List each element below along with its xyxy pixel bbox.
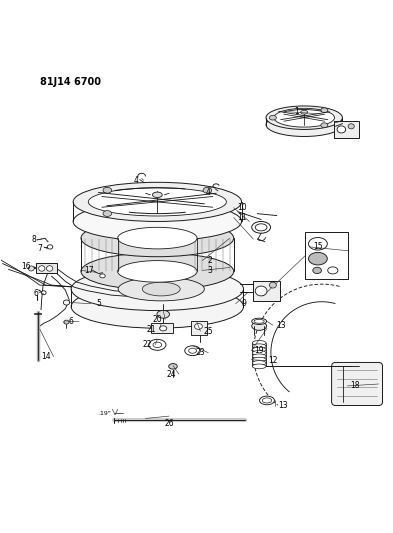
Ellipse shape: [262, 398, 272, 403]
Bar: [253, 281, 280, 301]
Ellipse shape: [259, 396, 274, 405]
Ellipse shape: [328, 267, 338, 274]
Text: 13: 13: [276, 321, 285, 330]
Text: 26: 26: [164, 418, 174, 427]
Text: 4: 4: [133, 176, 138, 185]
Text: 13: 13: [278, 401, 287, 410]
Ellipse shape: [321, 123, 328, 127]
Text: 16: 16: [21, 262, 31, 271]
Text: 81J14 6700: 81J14 6700: [40, 77, 101, 87]
Ellipse shape: [189, 348, 196, 353]
Bar: [334, 121, 359, 138]
Ellipse shape: [313, 267, 321, 273]
Text: 1: 1: [294, 107, 299, 116]
Text: 24: 24: [166, 370, 176, 378]
Bar: [36, 263, 57, 273]
Ellipse shape: [39, 266, 45, 271]
Ellipse shape: [269, 282, 276, 288]
Text: 2: 2: [208, 256, 213, 265]
Ellipse shape: [149, 340, 166, 350]
Text: 5: 5: [96, 299, 101, 308]
Ellipse shape: [252, 347, 266, 352]
Ellipse shape: [301, 110, 308, 114]
Ellipse shape: [118, 277, 204, 301]
Ellipse shape: [169, 364, 177, 369]
Text: 4: 4: [206, 188, 211, 197]
Ellipse shape: [63, 300, 70, 305]
Ellipse shape: [348, 124, 354, 129]
Ellipse shape: [252, 357, 266, 362]
Ellipse shape: [252, 344, 266, 349]
Ellipse shape: [118, 227, 197, 249]
Text: 19: 19: [254, 346, 264, 355]
Text: 20: 20: [152, 315, 162, 324]
Ellipse shape: [255, 224, 267, 231]
Ellipse shape: [252, 318, 266, 325]
Ellipse shape: [252, 351, 266, 356]
Text: 6: 6: [33, 289, 39, 298]
Ellipse shape: [153, 342, 162, 348]
Ellipse shape: [254, 319, 264, 324]
Text: 23: 23: [196, 348, 205, 357]
Bar: [305, 232, 349, 279]
Ellipse shape: [266, 113, 342, 136]
Ellipse shape: [185, 346, 200, 356]
Text: 14: 14: [41, 352, 51, 361]
Text: 12: 12: [268, 356, 277, 365]
Ellipse shape: [152, 192, 162, 198]
Text: 9: 9: [241, 299, 246, 308]
Ellipse shape: [118, 261, 197, 282]
Ellipse shape: [309, 238, 327, 250]
Ellipse shape: [100, 274, 105, 278]
Ellipse shape: [157, 310, 169, 318]
Text: 22: 22: [143, 341, 152, 349]
Text: 8: 8: [31, 235, 37, 244]
Bar: [151, 324, 173, 333]
Ellipse shape: [252, 361, 266, 365]
FancyBboxPatch shape: [332, 362, 382, 406]
Text: .19": .19": [98, 411, 111, 416]
Text: 17: 17: [84, 266, 94, 275]
Ellipse shape: [309, 253, 327, 265]
Ellipse shape: [81, 253, 234, 290]
Text: 6: 6: [69, 317, 73, 326]
Ellipse shape: [252, 322, 266, 330]
Ellipse shape: [41, 291, 46, 295]
Ellipse shape: [160, 326, 167, 331]
Ellipse shape: [269, 115, 276, 120]
Ellipse shape: [71, 285, 244, 328]
Text: 3: 3: [208, 266, 213, 275]
Ellipse shape: [255, 286, 267, 296]
Ellipse shape: [321, 108, 328, 112]
Bar: [191, 321, 207, 335]
Ellipse shape: [252, 364, 266, 369]
Ellipse shape: [71, 268, 244, 311]
Ellipse shape: [252, 354, 266, 359]
Ellipse shape: [195, 324, 202, 329]
Text: 21: 21: [147, 325, 156, 334]
Ellipse shape: [266, 106, 342, 130]
Text: 10: 10: [237, 203, 246, 212]
Text: 7: 7: [37, 244, 42, 253]
Ellipse shape: [252, 341, 266, 345]
Ellipse shape: [73, 202, 242, 241]
Ellipse shape: [64, 320, 69, 324]
Text: 11: 11: [237, 213, 246, 222]
Ellipse shape: [88, 188, 226, 216]
Ellipse shape: [103, 187, 112, 193]
Ellipse shape: [337, 126, 346, 133]
Text: 25: 25: [204, 327, 213, 336]
Ellipse shape: [203, 187, 212, 193]
Ellipse shape: [81, 220, 234, 257]
Ellipse shape: [142, 282, 180, 296]
Ellipse shape: [73, 182, 242, 222]
Ellipse shape: [274, 108, 334, 127]
Ellipse shape: [103, 211, 112, 216]
Text: 15: 15: [313, 243, 323, 252]
Ellipse shape: [46, 266, 53, 271]
Ellipse shape: [47, 245, 53, 249]
Ellipse shape: [28, 266, 34, 271]
Ellipse shape: [252, 222, 270, 233]
Text: 18: 18: [350, 382, 360, 391]
